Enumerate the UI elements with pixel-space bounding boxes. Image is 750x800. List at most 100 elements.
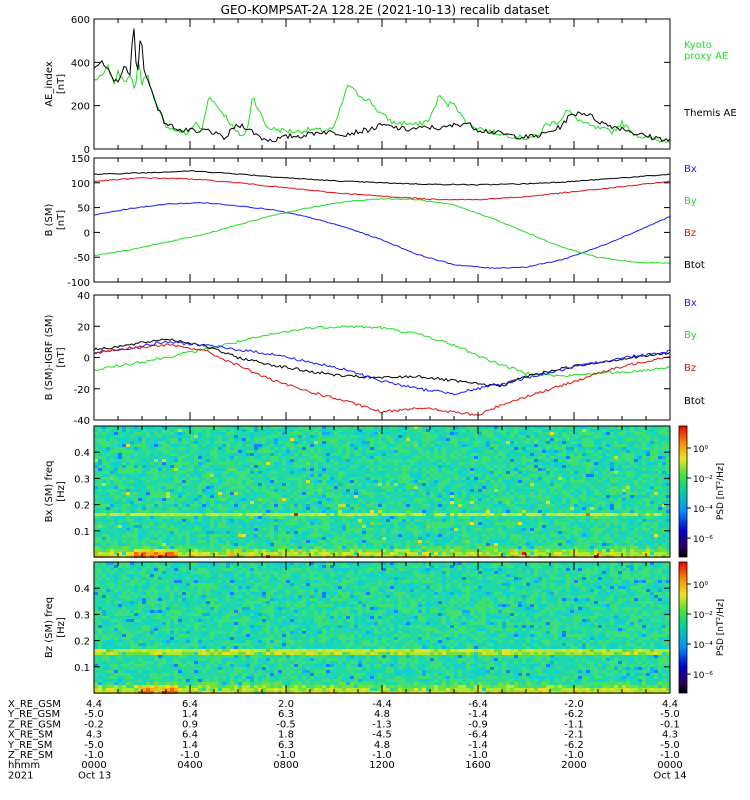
series-lines-1 (93, 28, 671, 144)
legend-entry: Btot (684, 396, 705, 407)
x-row-value: -1.4 (468, 709, 488, 720)
y-tick-label: 0.2 (74, 501, 90, 512)
x-row-label: Y_RE_GSM (7, 709, 60, 720)
y-axis-unit: [Hz] (56, 617, 67, 638)
legend-entry: Themis AE (683, 108, 737, 119)
series-line-btot (93, 170, 671, 186)
x-row-value: -1.0 (84, 750, 104, 761)
x-row-value: 2000 (561, 760, 586, 771)
x-row-value: -1.0 (372, 750, 392, 761)
x-row-value: Oct 14 (653, 770, 686, 781)
figure-title: GEO-KOMPSAT-2A 128.2E (2021-10-13) recal… (221, 3, 550, 17)
x-row-value: -6.2 (564, 740, 584, 751)
y-axis-unit: [nT] (56, 347, 67, 367)
x-row-value: 6.4 (182, 699, 198, 710)
x-row-label: X_RE_SM (8, 730, 53, 741)
y-axis-unit: [nT] (56, 210, 67, 230)
y-tick-label: 400 (71, 58, 90, 69)
series-line-by (93, 197, 670, 264)
x-row-label: Y_RE_SM (7, 740, 52, 751)
y-tick-label: 0.4 (74, 448, 90, 459)
legend-entry: proxy AE (684, 51, 728, 62)
y-tick-label: 20 (77, 322, 90, 333)
x-row-value: -1.0 (276, 750, 296, 761)
legend-entry: Kyoto (684, 40, 712, 51)
x-row-value: 0800 (273, 760, 298, 771)
x-row-value: -4.5 (372, 730, 392, 741)
y-axis-unit: [Hz] (56, 481, 67, 502)
colorbar-tick-label: 10⁰ (693, 445, 708, 455)
x-row-value: 1.4 (182, 709, 198, 720)
y-tick-label: 0 (84, 354, 90, 365)
x-row-value: -1.0 (468, 750, 488, 761)
x-row-value: -1.1 (564, 719, 584, 730)
x-row-label: hhmm (8, 760, 40, 771)
colorbar-tick-label: 10⁻⁶ (693, 671, 713, 681)
x-row-value: -6.2 (564, 709, 584, 720)
x-row-value: 0400 (177, 760, 202, 771)
colorbar-4 (678, 425, 688, 558)
x-row-value: -0.5 (276, 719, 296, 730)
series-line-bz (93, 177, 671, 201)
series-line-btot (93, 338, 671, 388)
y-tick-label: -100 (67, 278, 90, 289)
x-row-value: -5.0 (84, 709, 104, 720)
y-tick-label: 150 (71, 154, 90, 165)
spectrogram-5 (94, 562, 670, 694)
spectrogram-4 (94, 426, 670, 558)
x-row-value: 2.0 (278, 699, 294, 710)
panel-4: 10⁰ 10⁻² 10⁻⁴ 10⁻⁶ PSD [nT²/Hz] 0.1 0.2 0.3 0.4 B… (44, 425, 726, 558)
x-row-value: Oct 13 (78, 770, 111, 781)
x-axis-table: X_RE_GSM 4.4 6.4 2.0 -4.4 -6.4 -2.0 4.4 Y_RE_GSM… (7, 699, 687, 781)
x-row-value: 1.4 (182, 740, 198, 751)
x-row-value: 6.3 (278, 740, 294, 751)
panel-2: Bx By Bz Btot -100 -50 0 50 100 150 B (SM) [nT] (44, 154, 705, 289)
y-tick-label: -20 (74, 385, 90, 396)
y-tick-label: 0 (84, 228, 90, 239)
x-row-value: -0.1 (660, 719, 680, 730)
x-row-value: -2.1 (564, 730, 584, 741)
legend-entry: Bx (684, 164, 697, 175)
series-line-by (93, 325, 671, 378)
colorbar-tick-label: 10⁻⁶ (693, 535, 713, 545)
x-row-label: 2021 (8, 770, 33, 781)
x-row-value: -6.4 (468, 730, 488, 741)
x-row-value: -5.0 (84, 740, 104, 751)
x-row-value: -0.2 (84, 719, 104, 730)
y-tick-label: 0.1 (74, 663, 90, 674)
colorbar-label: PSD [nT²/Hz] (716, 463, 726, 520)
x-row-label: Z_RE_GSM (8, 719, 61, 730)
legend-entry: By (684, 196, 697, 207)
legend-entry: Btot (684, 260, 705, 271)
series-line-bx (93, 340, 671, 396)
series-lines-2 (93, 170, 671, 269)
x-row-value: 4.3 (86, 730, 102, 741)
legend-entry: Bx (684, 298, 697, 309)
y-tick-label: 0.3 (74, 610, 90, 621)
y-tick-label: 200 (71, 102, 90, 113)
y-tick-label: 40 (77, 291, 90, 302)
x-row-value: -2.0 (564, 699, 584, 710)
y-tick-label: 0.1 (74, 527, 90, 538)
x-row-value: -1.3 (372, 719, 392, 730)
y-tick-label: 0.2 (74, 637, 90, 648)
colorbar-tick-label: 10⁻² (693, 611, 713, 621)
series-line-themis-ae (93, 28, 671, 143)
y-tick-label: 100 (71, 179, 90, 190)
colorbar-tick-label: 10⁻² (693, 475, 713, 485)
x-row-value: 4.4 (86, 699, 102, 710)
legend-entry: By (684, 330, 697, 341)
x-row-value: 0000 (81, 760, 106, 771)
x-row-value: 4.8 (374, 740, 390, 751)
x-row-value: 1.8 (278, 730, 294, 741)
y-axis-label: B (SM) (44, 203, 55, 236)
x-row-value: -4.4 (372, 699, 392, 710)
y-tick-label: 0 (84, 145, 90, 156)
x-row-value: -0.9 (468, 719, 488, 730)
y-tick-label: -40 (74, 416, 90, 427)
x-row-label: X_RE_GSM (8, 699, 61, 710)
x-row-value: 1200 (369, 760, 394, 771)
